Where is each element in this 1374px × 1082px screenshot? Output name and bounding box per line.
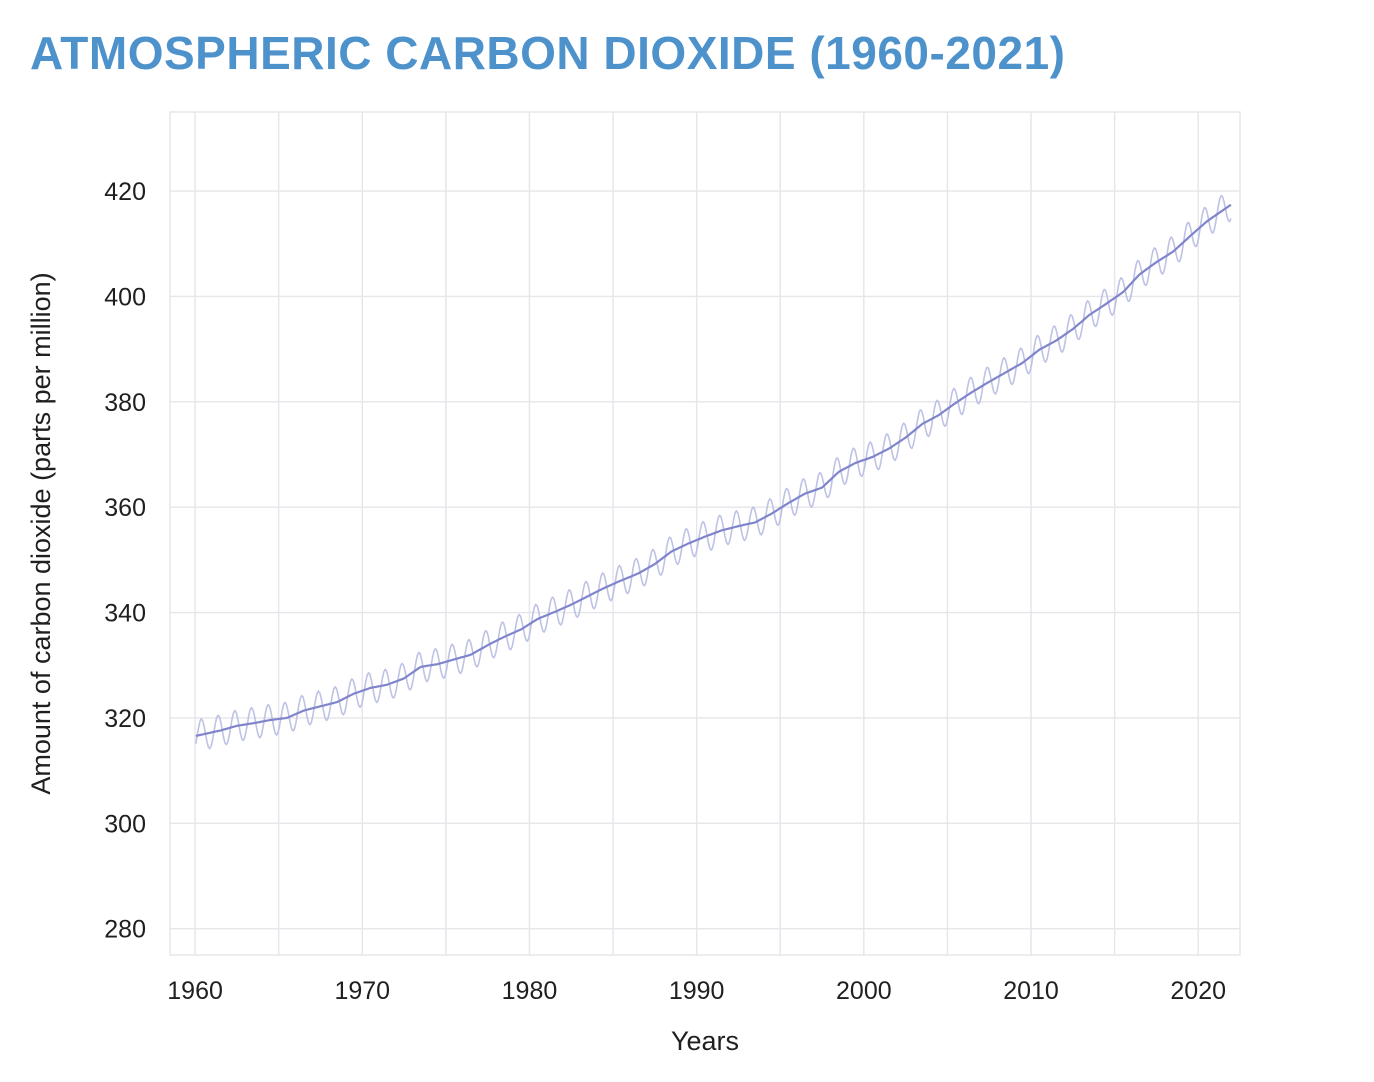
monthly-co2-line (195, 194, 1232, 750)
svg-text:400: 400 (104, 283, 146, 311)
chart-canvas: 280 300 320 340 360 380 400 420 1960 1970 1980 1990… (26, 111, 1241, 1056)
svg-text:2020: 2020 (1170, 977, 1226, 1005)
svg-text:1970: 1970 (334, 977, 390, 1005)
svg-text:1990: 1990 (669, 977, 725, 1005)
svg-text:300: 300 (104, 810, 146, 838)
svg-text:380: 380 (104, 389, 146, 417)
svg-text:340: 340 (104, 600, 146, 628)
x-axis-title: Years (671, 1026, 739, 1056)
trend-co2-line (195, 203, 1232, 737)
co2-chart: 280 300 320 340 360 380 400 420 1960 1970 1980 1990… (0, 100, 1374, 1082)
svg-text:360: 360 (104, 494, 146, 522)
svg-text:1980: 1980 (502, 977, 558, 1005)
svg-text:280: 280 (104, 916, 146, 944)
page-title: ATMOSPHERIC CARBON DIOXIDE (1960-2021) (30, 27, 1066, 79)
svg-text:2010: 2010 (1003, 977, 1059, 1005)
x-tick-labels: 1960 1970 1980 1990 2000 2010 2020 (167, 977, 1226, 1005)
svg-text:2000: 2000 (836, 977, 892, 1005)
y-axis-title: Amount of carbon dioxide (parts per mill… (26, 272, 56, 794)
y-tick-labels: 280 300 320 340 360 380 400 420 (104, 178, 146, 944)
svg-text:320: 320 (104, 705, 146, 733)
plot-grid (169, 111, 1241, 956)
svg-text:1960: 1960 (167, 977, 223, 1005)
svg-text:420: 420 (104, 178, 146, 206)
